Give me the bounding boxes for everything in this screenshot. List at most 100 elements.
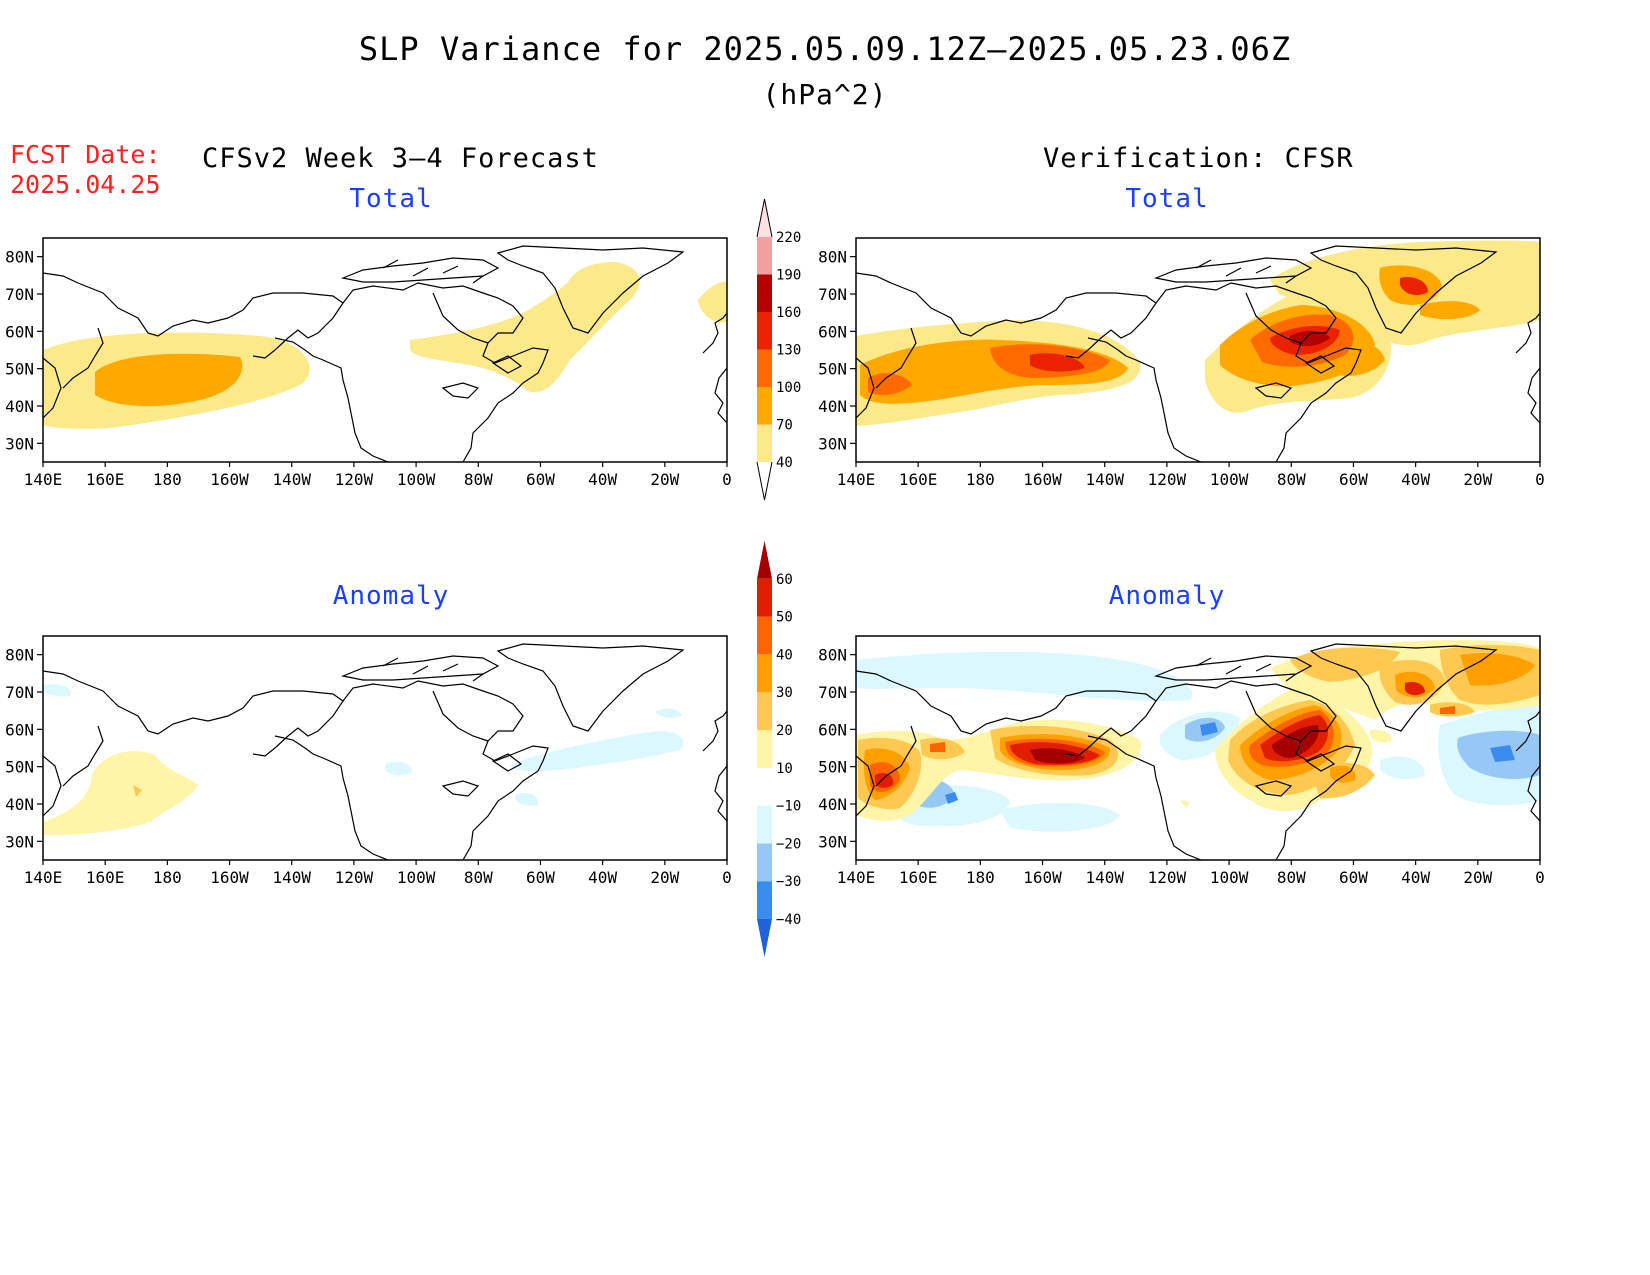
verification-anomaly-title: Anomaly	[1108, 581, 1226, 611]
anomaly-colorbar-label: 50	[776, 610, 793, 626]
lon-label: 180	[966, 470, 995, 489]
lon-label: 140W	[272, 470, 311, 489]
lon-label: 40W	[1401, 868, 1430, 887]
total-colorbar-label: 160	[776, 305, 801, 321]
total-colorbar-swatch	[757, 387, 772, 425]
lon-label: 120W	[1148, 470, 1187, 489]
lon-label: 140W	[272, 868, 311, 887]
total-colorbar-label: 40	[776, 455, 793, 471]
anomaly-colorbar-label: 40	[776, 647, 793, 663]
forecast-header: CFSv2 Week 3—4 Forecast	[202, 143, 599, 174]
verification-anomaly-map	[855, 635, 1541, 861]
forecast-anomaly-map	[42, 635, 728, 861]
lat-label: 60N	[5, 322, 34, 341]
lon-label: 100W	[397, 868, 436, 887]
total-colorbar-label: 70	[776, 418, 793, 434]
lon-label: 100W	[1210, 470, 1249, 489]
lat-label: 30N	[5, 434, 34, 453]
anomaly-colorbar: −40 −30 −20 −10 10 20 30 40 50 60	[757, 540, 801, 957]
anomaly-colorbar-label: 60	[776, 572, 793, 588]
anomaly-colorbar-swatch	[757, 767, 772, 806]
lat-label: 40N	[5, 397, 34, 416]
anomaly-colorbar-swatch	[757, 805, 772, 844]
lon-label: 100W	[397, 470, 436, 489]
fcst-date-block: FCST Date: 2025.04.25	[10, 140, 161, 200]
verification-header: Verification: CFSR	[1043, 143, 1354, 174]
lon-label: 80W	[1277, 868, 1306, 887]
anomaly-colorbar-swatch	[757, 654, 772, 693]
lon-label: 160E	[899, 470, 938, 489]
forecast-anomaly-title: Anomaly	[332, 581, 450, 611]
total-colorbar-label: 190	[776, 268, 801, 284]
anomaly-colorbar-swatch	[757, 881, 772, 919]
lon-label: 0	[1535, 868, 1545, 887]
lon-label: 0	[722, 868, 732, 887]
anomaly-colorbar-label: 20	[776, 723, 793, 739]
lat-label: 50N	[5, 360, 34, 379]
anomaly-colorbar-label: 10	[776, 761, 793, 777]
lon-label: 60W	[526, 470, 555, 489]
forecast-total-map	[42, 237, 728, 463]
lon-label: 180	[153, 470, 182, 489]
lon-label: 120W	[335, 868, 374, 887]
verification-total-map	[855, 237, 1541, 463]
lon-label: 80W	[464, 470, 493, 489]
lat-label: 70N	[5, 285, 34, 304]
anomaly-colorbar-label: 30	[776, 685, 793, 701]
lon-label: 140E	[837, 868, 876, 887]
total-colorbar-swatch	[757, 424, 772, 462]
lon-label: 180	[966, 868, 995, 887]
lon-label: 40W	[588, 868, 617, 887]
anomaly-colorbar-top-arrow	[757, 540, 772, 579]
lon-label: 160E	[899, 868, 938, 887]
lat-label: 40N	[818, 397, 847, 416]
lon-label: 140E	[837, 470, 876, 489]
lon-label: 80W	[464, 868, 493, 887]
lon-label: 60W	[1339, 470, 1368, 489]
lat-label: 80N	[818, 646, 847, 665]
fcst-date: 2025.04.25	[10, 170, 161, 199]
lon-label: 20W	[650, 868, 679, 887]
lon-label: 140E	[24, 470, 63, 489]
lon-label: 100W	[1210, 868, 1249, 887]
anomaly-colorbar-label: −30	[776, 874, 801, 890]
total-colorbar-label: 100	[776, 380, 801, 396]
lon-label: 140W	[1085, 470, 1124, 489]
total-colorbar-swatch	[757, 274, 772, 312]
lon-label: 160W	[210, 868, 249, 887]
anomaly-colorbar-swatch	[757, 843, 772, 882]
lat-label: 80N	[5, 646, 34, 665]
lon-label: 140E	[24, 868, 63, 887]
lon-label: 160W	[210, 470, 249, 489]
total-colorbar-label: 220	[776, 230, 801, 246]
lon-label: 120W	[1148, 868, 1187, 887]
anomaly-colorbar-label: −10	[776, 799, 801, 815]
total-colorbar-swatch	[757, 312, 772, 350]
lon-label: 180	[153, 868, 182, 887]
lon-label: 160W	[1023, 470, 1062, 489]
lat-label: 30N	[818, 434, 847, 453]
lat-label: 60N	[818, 720, 847, 739]
lon-label: 60W	[1339, 868, 1368, 887]
lon-label: 60W	[526, 868, 555, 887]
lon-label: 0	[1535, 470, 1545, 489]
map-axes: 80N 70N 60N 50N 40N 30N 140E 160E 180 160W 140W 120…	[5, 248, 1545, 887]
lon-label: 160W	[1023, 868, 1062, 887]
total-colorbar-outline	[756, 198, 773, 501]
anomaly-colorbar-label: −20	[776, 836, 801, 852]
lat-label: 40N	[818, 795, 847, 814]
figure-title: SLP Variance for 2025.05.09.12Z—2025.05.…	[358, 30, 1292, 68]
lon-label: 160E	[86, 470, 125, 489]
lon-label: 20W	[1463, 868, 1492, 887]
lat-label: 30N	[5, 832, 34, 851]
lat-label: 70N	[5, 683, 34, 702]
units-label: (hPa^2)	[762, 78, 888, 111]
lon-label: 0	[722, 470, 732, 489]
lat-label: 60N	[5, 720, 34, 739]
anomaly-colorbar-bottom-arrow	[757, 919, 772, 957]
forecast-total-title: Total	[349, 184, 433, 214]
lat-label: 80N	[818, 248, 847, 267]
lat-label: 30N	[818, 832, 847, 851]
total-colorbar-bottom-arrow	[757, 462, 772, 500]
